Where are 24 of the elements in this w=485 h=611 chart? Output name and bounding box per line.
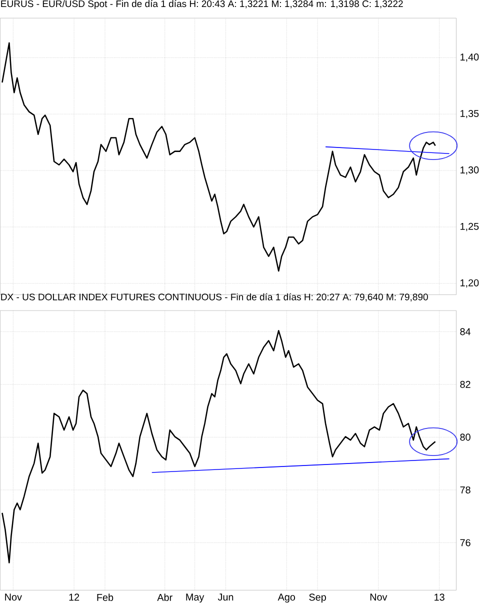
x-tick-label: May [186,594,204,603]
line-series [2,42,436,272]
y-tick-label: 1,35 [460,110,479,118]
chart-title: DX - US DOLLAR INDEX FUTURES CONTINUOUS - Fin de día 1 días H: 20:27 A: 79,640 M: 79,890 [1,293,428,302]
x-tick-label: Nov [5,594,22,601]
y-tick-label: 1,20 [460,279,479,288]
y-tick-label: 80 [460,434,470,441]
chart-title: EURUS - EUR/USD Spot - Fin de día 1 días H: 20:43 A: 1,3221 M: 1,3284 m: 1,3198 C: 1,3222 [1,0,403,9]
y-tick-label: 78 [460,486,470,494]
x-tick-label: Nov [370,594,388,601]
y-tick-label: 1,30 [460,166,479,175]
x-tick-label: Jun [218,594,234,601]
y-tick-label: 1,40 [460,54,479,62]
y-tick-label: 1,25 [460,222,479,232]
y-tick-label: 82 [460,380,470,388]
x-tick-label: Sep [309,594,326,603]
x-tick-label: Ago [278,594,296,603]
x-tick-label: 13 [434,594,444,601]
x-tick-label: 12 [69,594,80,601]
x-tick-label: Abr [157,594,172,601]
y-tick-label: 84 [460,328,471,336]
x-tick-label: Feb [97,594,114,601]
line-series [2,330,436,564]
y-tick-label: 76 [460,539,470,546]
